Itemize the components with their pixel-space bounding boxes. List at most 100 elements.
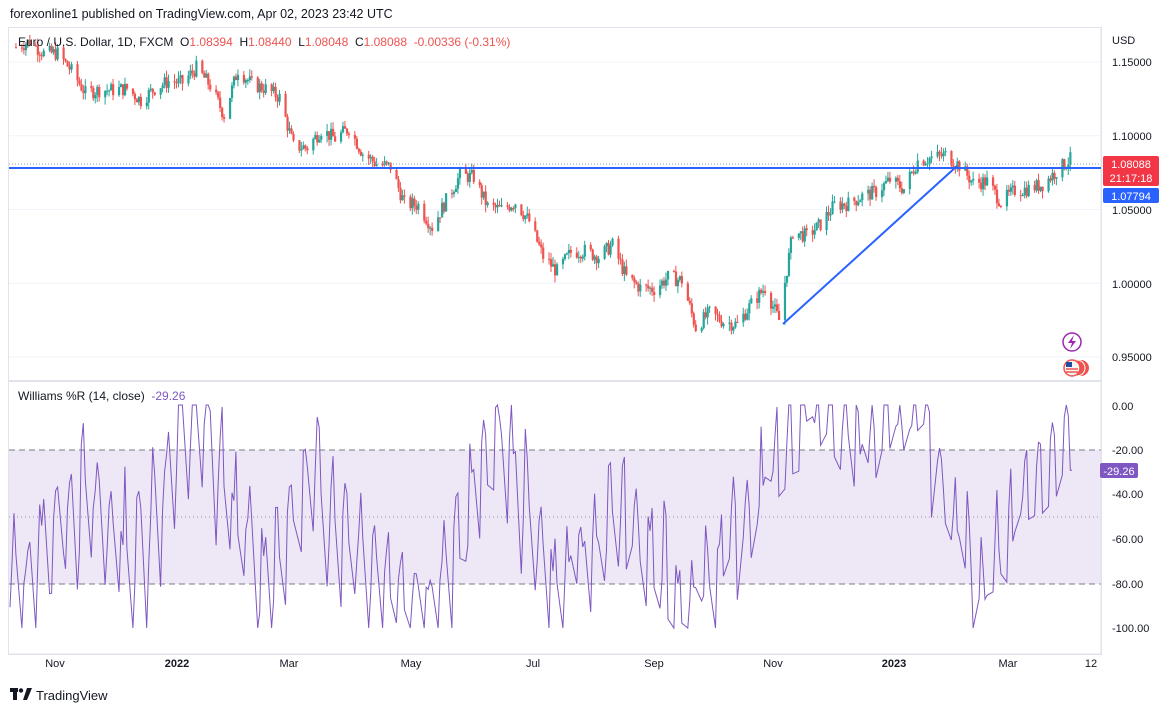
candle-body bbox=[1023, 187, 1026, 196]
candle-body bbox=[563, 254, 567, 260]
candle-body bbox=[96, 86, 99, 96]
candle-body bbox=[48, 45, 51, 51]
candle-body bbox=[661, 280, 664, 286]
candle-body bbox=[478, 181, 481, 186]
candle-body bbox=[637, 283, 640, 292]
candle-body bbox=[730, 322, 733, 331]
countdown-label: 21:17:18 bbox=[1110, 173, 1153, 185]
candle-body bbox=[1041, 186, 1044, 192]
candle-body bbox=[228, 98, 232, 119]
close-value: 1.08088 bbox=[363, 35, 407, 49]
candle-body bbox=[512, 208, 515, 210]
us-flag-event-icon[interactable] bbox=[1063, 359, 1089, 377]
candle-body bbox=[1027, 184, 1030, 197]
candle-body bbox=[750, 298, 753, 304]
symbol-legend[interactable]: Euro / U.S. Dollar, 1D, FXCM O1.08394 H1… bbox=[18, 35, 510, 49]
candle-body bbox=[686, 283, 689, 301]
candle-body bbox=[978, 178, 981, 183]
candle-body bbox=[343, 126, 347, 129]
candle-body bbox=[256, 77, 259, 93]
candle-body bbox=[833, 201, 836, 203]
candle-body bbox=[411, 198, 414, 209]
candle-body bbox=[318, 139, 321, 143]
candle-body bbox=[569, 249, 573, 253]
price-tick: 1.15000 bbox=[1112, 57, 1152, 69]
publisher-header: forexonline1 published on TradingView.co… bbox=[10, 7, 393, 21]
candle-body bbox=[758, 289, 761, 303]
candle-body bbox=[131, 88, 135, 94]
wr-scale[interactable]: 0.00 -20.00 -40.00 -60.00 -80.00 -100.00 bbox=[1112, 401, 1149, 635]
candle-body bbox=[98, 86, 101, 98]
candle-body bbox=[274, 86, 277, 98]
candle-body bbox=[139, 96, 142, 107]
candle-body bbox=[500, 205, 503, 207]
candle-body bbox=[664, 279, 668, 286]
footer-brand: TradingView bbox=[36, 687, 108, 703]
candle-body bbox=[320, 135, 323, 140]
time-axis[interactable]: Nov 2022 Mar May Jul Sep Nov 2023 Mar 12 bbox=[45, 658, 1097, 670]
candle-body bbox=[756, 298, 759, 303]
candle-body bbox=[232, 76, 236, 86]
candle-body bbox=[278, 93, 281, 102]
wr-band bbox=[9, 450, 1101, 584]
candle-body bbox=[306, 147, 309, 151]
price-scale[interactable]: USD 1.15000 1.10000 1.05000 1.00000 0.95… bbox=[1112, 35, 1152, 364]
candle-body bbox=[540, 244, 543, 248]
candle-body bbox=[383, 161, 386, 166]
candle-body bbox=[1037, 180, 1040, 191]
candle-body bbox=[550, 259, 553, 267]
candle-body bbox=[417, 203, 420, 210]
candle-body bbox=[607, 242, 610, 255]
candle-body bbox=[548, 258, 551, 260]
candle-body bbox=[104, 90, 107, 98]
candle-body bbox=[341, 126, 345, 133]
candle-body bbox=[262, 90, 265, 93]
candle-body bbox=[831, 201, 834, 215]
candle-body bbox=[914, 171, 917, 174]
candle-body bbox=[748, 303, 751, 314]
candle-body bbox=[90, 86, 93, 89]
candle-body bbox=[506, 205, 509, 207]
candle-body bbox=[815, 222, 818, 231]
candle-body bbox=[50, 45, 53, 53]
candle-body bbox=[498, 204, 501, 207]
candle-body bbox=[328, 131, 331, 140]
candle-body bbox=[871, 185, 874, 200]
candle-body bbox=[898, 181, 902, 189]
candle-body bbox=[444, 193, 448, 212]
indicator-legend[interactable]: Williams %R (14, close) -29.26 bbox=[18, 389, 185, 403]
candle-body bbox=[1053, 172, 1056, 179]
candle-body bbox=[52, 49, 55, 53]
candle-body bbox=[264, 84, 267, 93]
candle-body bbox=[40, 55, 43, 57]
candle-body bbox=[605, 242, 608, 247]
candle-body bbox=[910, 171, 913, 173]
candle-body bbox=[968, 175, 971, 183]
trend-line[interactable] bbox=[782, 165, 958, 325]
candle-body bbox=[1035, 180, 1038, 191]
candle-body bbox=[151, 88, 154, 93]
level-label-bg bbox=[1103, 188, 1159, 203]
candle-body bbox=[20, 47, 24, 49]
candle-body bbox=[674, 271, 678, 287]
candle-body bbox=[177, 77, 180, 84]
candle-body bbox=[928, 158, 931, 164]
candle-body bbox=[149, 88, 152, 91]
lightning-icon[interactable] bbox=[1062, 332, 1082, 352]
candle-body bbox=[302, 145, 305, 150]
candle-body bbox=[429, 227, 432, 229]
price-grid bbox=[9, 61, 1101, 358]
candle-body bbox=[34, 45, 37, 47]
candle-body bbox=[36, 45, 39, 55]
candle-body bbox=[692, 313, 695, 325]
candle-body bbox=[991, 177, 995, 186]
candle-body bbox=[1009, 187, 1013, 192]
candle-body bbox=[492, 202, 495, 205]
candle-body bbox=[482, 191, 485, 198]
candle-body bbox=[930, 156, 933, 159]
candle-body bbox=[284, 93, 287, 117]
candle-body bbox=[334, 136, 337, 142]
candle-body bbox=[316, 135, 319, 143]
candle-body bbox=[633, 278, 636, 283]
